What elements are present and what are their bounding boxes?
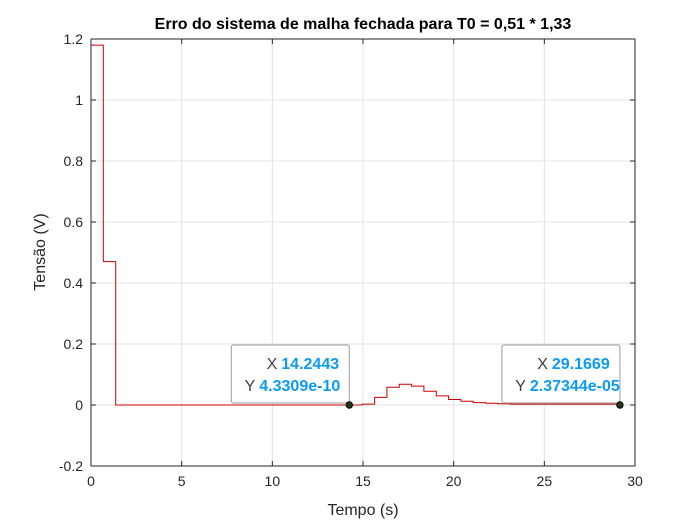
- x-tick-label: 15: [355, 473, 371, 489]
- x-axis-label: Tempo (s): [327, 502, 398, 519]
- x-tick-label: 20: [446, 473, 462, 489]
- y-tick-label: 0.4: [64, 275, 84, 291]
- x-tick-label: 30: [627, 473, 643, 489]
- series-line-0: [91, 44, 621, 406]
- x-tick-label: 10: [265, 473, 281, 489]
- grid: [91, 39, 635, 466]
- chart-title: Erro do sistema de malha fechada para T0…: [155, 16, 572, 33]
- y-tick-label: 1: [75, 92, 83, 108]
- datatip-marker: [345, 401, 353, 409]
- datatip-y-value: 4.3309e-10: [259, 378, 340, 395]
- y-tick-label: 0: [75, 397, 83, 413]
- x-tick-label: 5: [178, 473, 186, 489]
- datatip-1: X 29.1669 Y 2.37344e-05: [501, 344, 624, 409]
- series-layer: [91, 44, 621, 406]
- datatip-y-key: Y: [245, 378, 256, 395]
- ticks: 0 5 10 15 20 25 30-0.200.20.40.60.811.2: [59, 31, 643, 489]
- x-tick-label: 0: [87, 473, 95, 489]
- datatip-y-key: Y: [515, 378, 526, 395]
- datatip-box: [230, 344, 350, 404]
- datatip-0: X 14.2443 Y 4.3309e-10: [230, 344, 353, 409]
- x-tick-label: 25: [537, 473, 553, 489]
- y-axis-label: Tensão (V): [32, 213, 49, 290]
- y-tick-label: 0.6: [64, 214, 84, 230]
- y-tick-label: -0.2: [59, 458, 83, 474]
- y-tick-label: 1.2: [64, 31, 84, 47]
- datatip-x-value: 29.1669: [552, 356, 610, 373]
- datatip-x-key: X: [537, 356, 548, 373]
- datatip-y-value: 2.37344e-05: [530, 378, 620, 395]
- datatip-x-value: 14.2443: [281, 356, 339, 373]
- y-tick-label: 0.2: [64, 336, 84, 352]
- datatip-x-key: X: [267, 356, 278, 373]
- datatip-marker: [616, 401, 624, 409]
- y-tick-label: 0.8: [64, 153, 84, 169]
- datatip-box: [501, 344, 621, 404]
